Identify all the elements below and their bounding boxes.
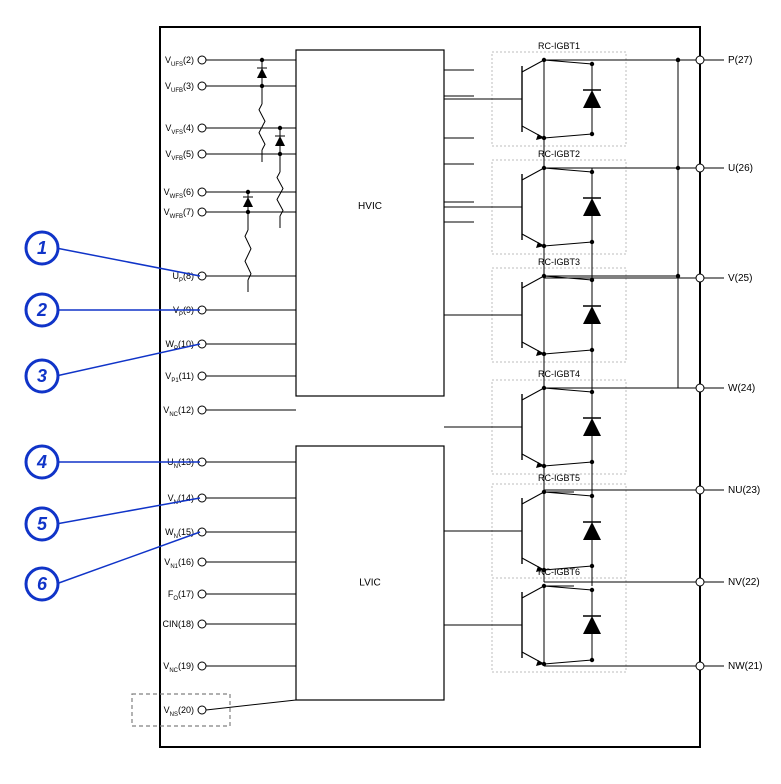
junction-dot <box>246 210 250 214</box>
pin-terminal <box>198 188 206 196</box>
right-pin-label: NW(21) <box>728 661 762 672</box>
right-pin-label: NV(22) <box>728 577 760 588</box>
lvic-block <box>296 446 444 700</box>
pin-terminal <box>198 558 206 566</box>
callout-number: 3 <box>37 366 47 386</box>
callout-number: 5 <box>37 514 48 534</box>
left-pin-label: CIN(18) <box>162 619 194 629</box>
callout-number: 6 <box>37 574 48 594</box>
right-pin-label: V(25) <box>728 273 752 284</box>
pin-terminal <box>198 56 206 64</box>
junction-dot <box>590 132 594 136</box>
pin-terminal <box>696 486 704 494</box>
junction-dot <box>278 126 282 130</box>
right-pin-label: U(26) <box>728 163 753 174</box>
pin-terminal <box>696 578 704 586</box>
rc-igbt-group: RC-IGBT3 <box>480 257 626 362</box>
hvic-block <box>296 50 444 396</box>
rc-igbt-group: RC-IGBT2 <box>480 149 626 254</box>
pin-terminal <box>198 82 206 90</box>
pin-terminal <box>198 208 206 216</box>
callout-number: 1 <box>37 238 47 258</box>
pin-terminal <box>198 662 206 670</box>
pin-terminal <box>696 662 704 670</box>
rc-igbt-group: RC-IGBT1 <box>480 41 626 146</box>
junction-dot <box>676 58 680 62</box>
pin-terminal <box>198 150 206 158</box>
junction-dot <box>246 190 250 194</box>
pin-terminal <box>198 620 206 628</box>
pin-terminal <box>696 384 704 392</box>
rc-igbt-group: RC-IGBT6 <box>480 567 626 672</box>
right-pin-label: P(27) <box>728 55 752 66</box>
pin-terminal <box>198 372 206 380</box>
hvic-label: HVIC <box>358 201 382 212</box>
junction-dot <box>590 658 594 662</box>
callout-number: 2 <box>36 300 47 320</box>
junction-dot <box>676 166 680 170</box>
pin-terminal <box>198 124 206 132</box>
junction-dot <box>278 152 282 156</box>
rc-igbt-group: RC-IGBT5 <box>480 473 626 578</box>
junction-dot <box>590 62 594 66</box>
pin-terminal <box>198 590 206 598</box>
pin-terminal <box>696 56 704 64</box>
junction-dot <box>676 274 680 278</box>
pin-terminal <box>198 706 206 714</box>
right-pin-label: W(24) <box>728 383 755 394</box>
rc-igbt-group: RC-IGBT4 <box>480 369 626 474</box>
igbt-label: RC-IGBT1 <box>538 41 580 51</box>
junction-dot <box>260 84 264 88</box>
pin-terminal <box>696 274 704 282</box>
callout-number: 4 <box>36 452 47 472</box>
pin-terminal <box>696 164 704 172</box>
right-pin-label: NU(23) <box>728 485 760 496</box>
junction-dot <box>260 58 264 62</box>
junction-dot <box>590 588 594 592</box>
pin-terminal <box>198 406 206 414</box>
lvic-label: LVIC <box>359 578 381 589</box>
